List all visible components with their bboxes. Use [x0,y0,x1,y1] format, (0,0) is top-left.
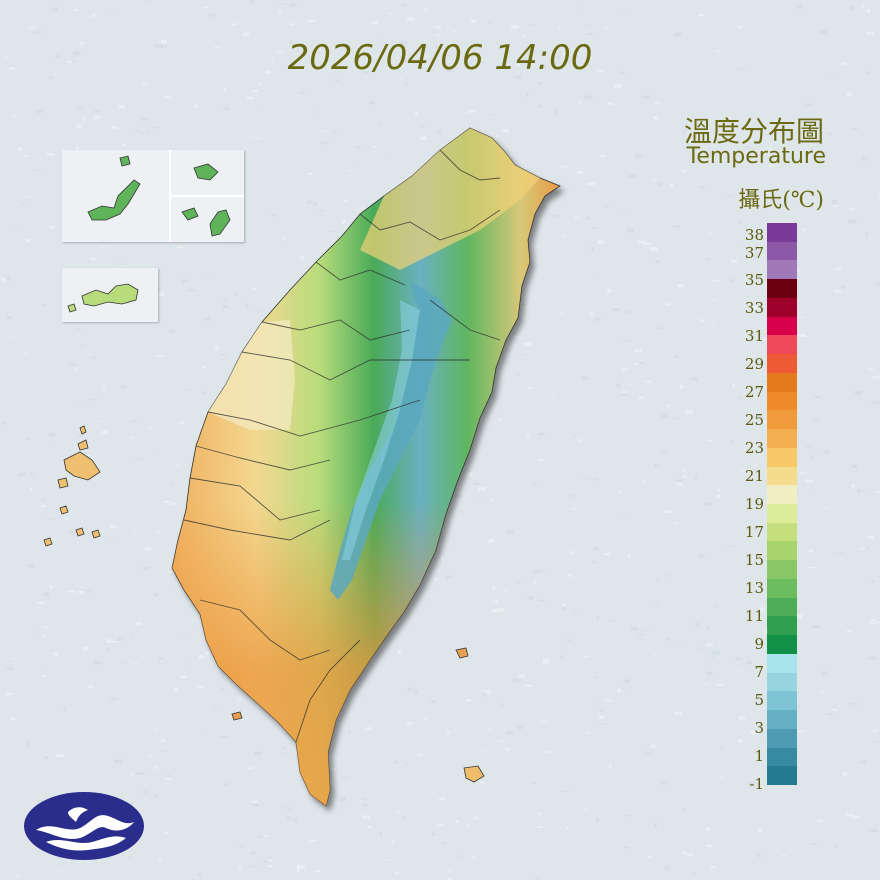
scale-label: 5 [754,691,764,709]
scale-swatch [767,578,797,599]
scale-swatch [767,653,797,674]
cwa-logo-icon [24,792,144,860]
scale-label: 29 [744,355,764,373]
scale-swatch [767,485,797,505]
scale-label: 11 [744,607,764,625]
scale-label: 19 [744,495,764,513]
map-timestamp: 2026/04/06 14:00 [287,38,593,78]
temperature-color-scale [767,223,797,786]
scale-label: 31 [744,327,764,345]
scale-swatch [767,672,797,692]
scale-swatch [767,260,797,280]
scale-swatch [767,466,797,486]
scale-swatch [767,541,797,561]
scale-swatch [767,766,797,786]
scale-swatch [767,710,797,730]
scale-label: 15 [744,551,764,569]
scale-swatch [767,616,797,636]
inset-matsu [62,268,158,322]
scale-swatch [767,372,797,393]
orchid-island [463,765,485,783]
scale-label: 13 [744,579,764,597]
scale-swatch [767,597,797,617]
green-island [455,647,469,659]
scale-swatch [767,316,797,336]
scale-swatch [767,297,797,318]
legend-subtitle: Temperature [686,144,826,169]
scale-label: 25 [744,411,764,429]
temperature-scale-labels: 38 37 35 33 31 29 27 25 23 21 19 17 15 13 11 9 7 5 3 1 -1 [720,0,764,880]
penghu-islands [43,425,101,547]
scale-label: 37 [744,244,764,262]
scale-swatch [767,429,797,449]
scale-swatch [767,335,797,355]
scale-label: 35 [744,271,764,289]
legend-unit: 攝氏(℃) [738,188,824,213]
scale-label: 38 [744,226,764,244]
scale-label: 21 [744,467,764,485]
scale-swatch [767,522,797,542]
scale-label: -1 [749,775,764,793]
scale-label: 9 [754,635,764,653]
scale-label: 1 [754,747,764,765]
scale-label: 7 [754,663,764,681]
liuqiu-island [231,711,243,721]
scale-swatch [767,635,797,655]
scale-label: 27 [744,383,764,401]
inset-kinmen-map [87,150,244,242]
scale-swatch [767,447,797,468]
inset-matsu-map [67,283,139,313]
scale-label: 33 [744,299,764,317]
inset-kinmen [62,150,244,242]
scale-swatch [767,354,797,374]
scale-swatch [767,747,797,767]
scale-label: 23 [744,439,764,457]
scale-swatch [767,223,797,243]
scale-label: 3 [754,719,764,737]
taiwan-main-island [171,127,561,807]
scale-swatch [767,410,797,430]
scale-swatch [767,241,797,261]
scale-swatch [767,279,797,299]
legend-title: 溫度分布圖 [683,115,824,148]
scale-swatch [767,728,797,749]
scale-swatch [767,560,797,580]
scale-swatch [767,391,797,411]
scale-label: 17 [744,523,764,541]
scale-swatch [767,691,797,711]
scale-swatch [767,504,797,524]
